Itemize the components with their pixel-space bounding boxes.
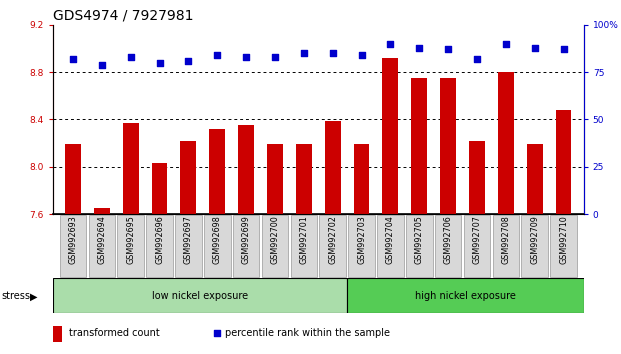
Bar — [94, 208, 110, 214]
Text: GSM992698: GSM992698 — [213, 216, 222, 264]
Point — [183, 58, 193, 64]
FancyBboxPatch shape — [464, 215, 490, 277]
Text: transformed count: transformed count — [69, 329, 160, 338]
FancyBboxPatch shape — [117, 215, 144, 277]
Point — [386, 41, 396, 46]
Bar — [296, 144, 312, 214]
Text: GSM992702: GSM992702 — [328, 216, 337, 264]
Text: GSM992694: GSM992694 — [97, 216, 106, 264]
Point — [414, 45, 424, 50]
FancyBboxPatch shape — [435, 215, 461, 277]
FancyBboxPatch shape — [53, 278, 347, 313]
Text: low nickel exposure: low nickel exposure — [152, 291, 248, 301]
Point — [443, 47, 453, 52]
Text: GSM992700: GSM992700 — [271, 216, 279, 264]
Point — [356, 52, 366, 58]
Point — [68, 56, 78, 62]
FancyBboxPatch shape — [147, 215, 173, 277]
Text: GSM992693: GSM992693 — [68, 216, 78, 264]
Point — [155, 60, 165, 65]
Bar — [469, 141, 485, 214]
FancyBboxPatch shape — [261, 215, 288, 277]
Point — [97, 62, 107, 67]
Bar — [325, 121, 341, 214]
Text: GSM992699: GSM992699 — [242, 216, 251, 264]
Point — [241, 54, 251, 60]
Text: GDS4974 / 7927981: GDS4974 / 7927981 — [53, 9, 193, 23]
FancyBboxPatch shape — [550, 215, 577, 277]
Text: GSM992709: GSM992709 — [530, 216, 539, 264]
Text: percentile rank within the sample: percentile rank within the sample — [225, 329, 391, 338]
Point — [328, 50, 338, 56]
FancyBboxPatch shape — [175, 215, 202, 277]
Bar — [53, 326, 62, 342]
FancyBboxPatch shape — [347, 278, 584, 313]
FancyBboxPatch shape — [406, 215, 433, 277]
Bar — [123, 123, 138, 214]
Text: GSM992708: GSM992708 — [501, 216, 510, 264]
Text: GSM992696: GSM992696 — [155, 216, 164, 264]
Text: GSM992710: GSM992710 — [559, 216, 568, 264]
Text: high nickel exposure: high nickel exposure — [415, 291, 516, 301]
FancyBboxPatch shape — [377, 215, 404, 277]
Text: GSM992705: GSM992705 — [415, 216, 424, 264]
FancyBboxPatch shape — [291, 215, 317, 277]
Text: GSM992707: GSM992707 — [473, 216, 481, 264]
Text: GSM992703: GSM992703 — [357, 216, 366, 264]
Text: stress: stress — [1, 291, 30, 301]
Bar — [353, 144, 369, 214]
Bar — [152, 163, 168, 214]
Text: GSM992704: GSM992704 — [386, 216, 395, 264]
Point — [501, 41, 511, 46]
FancyBboxPatch shape — [348, 215, 375, 277]
Point — [125, 54, 135, 60]
Bar — [383, 58, 398, 214]
Bar — [527, 144, 543, 214]
FancyBboxPatch shape — [233, 215, 260, 277]
Text: ▶: ▶ — [30, 291, 38, 301]
FancyBboxPatch shape — [204, 215, 230, 277]
Bar — [209, 129, 225, 214]
Text: GSM992697: GSM992697 — [184, 216, 193, 264]
FancyBboxPatch shape — [522, 215, 548, 277]
Bar — [411, 78, 427, 214]
Bar — [556, 110, 571, 214]
FancyBboxPatch shape — [492, 215, 519, 277]
FancyBboxPatch shape — [60, 215, 86, 277]
Point — [530, 45, 540, 50]
Point — [270, 54, 280, 60]
Point — [299, 50, 309, 56]
FancyBboxPatch shape — [319, 215, 346, 277]
Bar — [267, 144, 283, 214]
Bar — [498, 72, 514, 214]
FancyBboxPatch shape — [89, 215, 115, 277]
Bar — [181, 141, 196, 214]
Point — [472, 56, 482, 62]
Bar — [238, 125, 254, 214]
Text: GSM992706: GSM992706 — [443, 216, 453, 264]
Bar — [65, 144, 81, 214]
Point — [212, 52, 222, 58]
Point — [558, 47, 568, 52]
Bar — [440, 78, 456, 214]
Text: GSM992701: GSM992701 — [299, 216, 309, 264]
Text: GSM992695: GSM992695 — [126, 216, 135, 264]
